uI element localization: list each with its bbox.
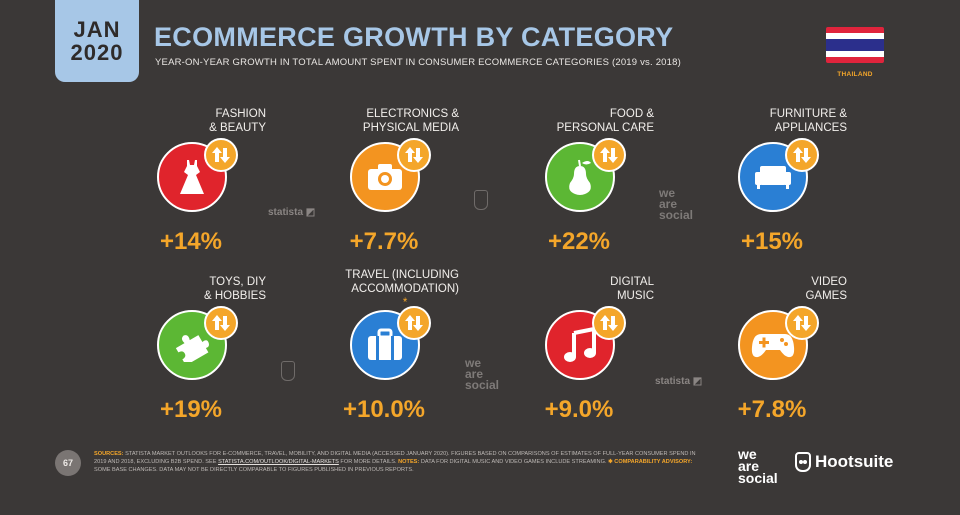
category-card-video-games: VIDEO GAMES +7.8% (697, 274, 847, 424)
category-card-music: DIGITAL MUSIC +9.0% (504, 274, 654, 424)
page-number: 67 (55, 450, 81, 476)
category-label-line: PERSONAL CARE (556, 122, 654, 134)
category-label: DIGITAL MUSIC (504, 274, 654, 304)
camera-icon (350, 142, 420, 212)
growth-value: +10.0% (342, 396, 426, 423)
up-down-arrows-icon (592, 138, 626, 172)
country-label: THAILAND (837, 71, 873, 78)
category-card-furniture: FURNITURE & APPLIANCES +15% (697, 106, 847, 256)
growth-value: +9.0% (544, 396, 614, 423)
growth-value: +7.7% (349, 228, 419, 255)
date-year: 2020 (70, 40, 124, 65)
category-label-line: GAMES (805, 290, 847, 302)
notes-label: NOTES: (398, 459, 420, 465)
category-label: VIDEO GAMES (697, 274, 847, 304)
up-down-arrows-icon (204, 306, 238, 340)
sources-text-end: FOR MORE DETAILS. (340, 459, 397, 465)
category-label-line: & HOBBIES (204, 290, 266, 302)
category-label-line: FOOD & (609, 108, 654, 120)
thailand-flag-icon (826, 27, 884, 63)
we-are-social-logo: we are social (738, 446, 778, 486)
category-label-line: & BEAUTY (209, 122, 266, 134)
category-label-line: VIDEO (811, 276, 847, 288)
growth-value: +22% (547, 228, 611, 255)
watermark-text: social (659, 208, 694, 222)
growth-value: +15% (740, 228, 804, 255)
category-card-fashion: FASHION & BEAUTY +14% (116, 106, 266, 256)
pear-icon (545, 142, 615, 212)
category-label: TOYS, DIY & HOBBIES (116, 274, 266, 304)
statista-watermark: statista ◩ (268, 207, 316, 218)
category-card-toys: TOYS, DIY & HOBBIES +19% (116, 274, 266, 424)
statista-link[interactable]: STATISTA.COM/OUTLOOK/DIGITAL-MARKETS (218, 459, 339, 465)
asterisk: * (402, 297, 408, 309)
owl-watermark-icon (281, 361, 295, 381)
up-down-arrows-icon (785, 138, 819, 172)
category-label: FURNITURE & APPLIANCES (697, 106, 847, 136)
category-label-line: FASHION (215, 108, 266, 120)
we-are-social-watermark: we are social (659, 186, 694, 222)
watermark-text: we (465, 356, 482, 370)
growth-value: +7.8% (737, 396, 807, 423)
category-label-line: TRAVEL (INCLUDING (345, 269, 459, 281)
category-label: ELECTRONICS & PHYSICAL MEDIA (309, 106, 459, 136)
watermark-text: are (465, 367, 484, 381)
notes-text: DATA FOR DIGITAL MUSIC AND VIDEO GAMES I… (420, 459, 607, 465)
category-label-line: APPLIANCES (774, 122, 847, 134)
category-card-food: FOOD & PERSONAL CARE +22% (504, 106, 654, 256)
up-down-arrows-icon (204, 138, 238, 172)
category-label-line: DIGITAL (610, 276, 654, 288)
watermark-text: we (659, 186, 676, 200)
up-down-arrows-icon (592, 306, 626, 340)
category-label: TRAVEL (INCLUDING ACCOMMODATION) * (309, 269, 459, 309)
category-label-line: PHYSICAL MEDIA (362, 122, 459, 134)
sources-label: SOURCES: (94, 451, 124, 457)
watermark-text: social (465, 378, 500, 392)
category-label-line: MUSIC (616, 290, 654, 302)
sofa-icon (738, 142, 808, 212)
category-label: FOOD & PERSONAL CARE (504, 106, 654, 136)
category-label-text: ACCOMMODATION) (351, 283, 459, 295)
category-label-line: FURNITURE & (769, 108, 847, 120)
page-title: ECOMMERCE GROWTH BY CATEGORY (154, 22, 674, 52)
growth-value: +19% (159, 396, 223, 423)
date-month: JAN (73, 16, 121, 42)
advisory-text: SOME BASE CHANGES. DATA MAY NOT BE DIREC… (94, 467, 414, 473)
sources-text: STATISTA MARKET OUTLOOKS FOR E-COMMERCE,… (94, 451, 696, 465)
gamepad-icon (738, 310, 808, 380)
advisory-label: ✱ COMPARABILITY ADVISORY: (608, 459, 693, 465)
hootsuite-logo: Hootsuite (795, 452, 893, 472)
watermark-text: statista (268, 207, 304, 218)
growth-value: +14% (159, 228, 223, 255)
owl-watermark-icon (474, 190, 488, 210)
statista-watermark: statista ◩ (655, 376, 703, 387)
hootsuite-owl-icon (795, 452, 811, 472)
we-are-social-watermark: we are social (465, 356, 500, 392)
watermark-text: are (659, 197, 678, 211)
up-down-arrows-icon (397, 306, 431, 340)
hootsuite-name: Hootsuite (815, 452, 894, 471)
category-label-line: TOYS, DIY (209, 276, 266, 288)
logo-text: we (738, 446, 757, 462)
category-card-electronics: ELECTRONICS & PHYSICAL MEDIA +7.7% (309, 106, 459, 256)
footer-sources: SOURCES: STATISTA MARKET OUTLOOKS FOR E-… (94, 450, 709, 474)
watermark-text: statista (655, 376, 691, 387)
category-card-travel: TRAVEL (INCLUDING ACCOMMODATION) * +10.0% (309, 269, 459, 424)
date-badge: JAN 2020 (55, 0, 139, 82)
logo-text: are (738, 458, 760, 474)
category-label-line: ELECTRONICS & (366, 108, 459, 120)
page-subtitle: YEAR-ON-YEAR GROWTH IN TOTAL AMOUNT SPEN… (155, 57, 681, 68)
up-down-arrows-icon (397, 138, 431, 172)
up-down-arrows-icon (785, 306, 819, 340)
category-label-line: ACCOMMODATION) * (351, 282, 459, 310)
category-label: FASHION & BEAUTY (116, 106, 266, 136)
logo-text: social (738, 470, 778, 486)
